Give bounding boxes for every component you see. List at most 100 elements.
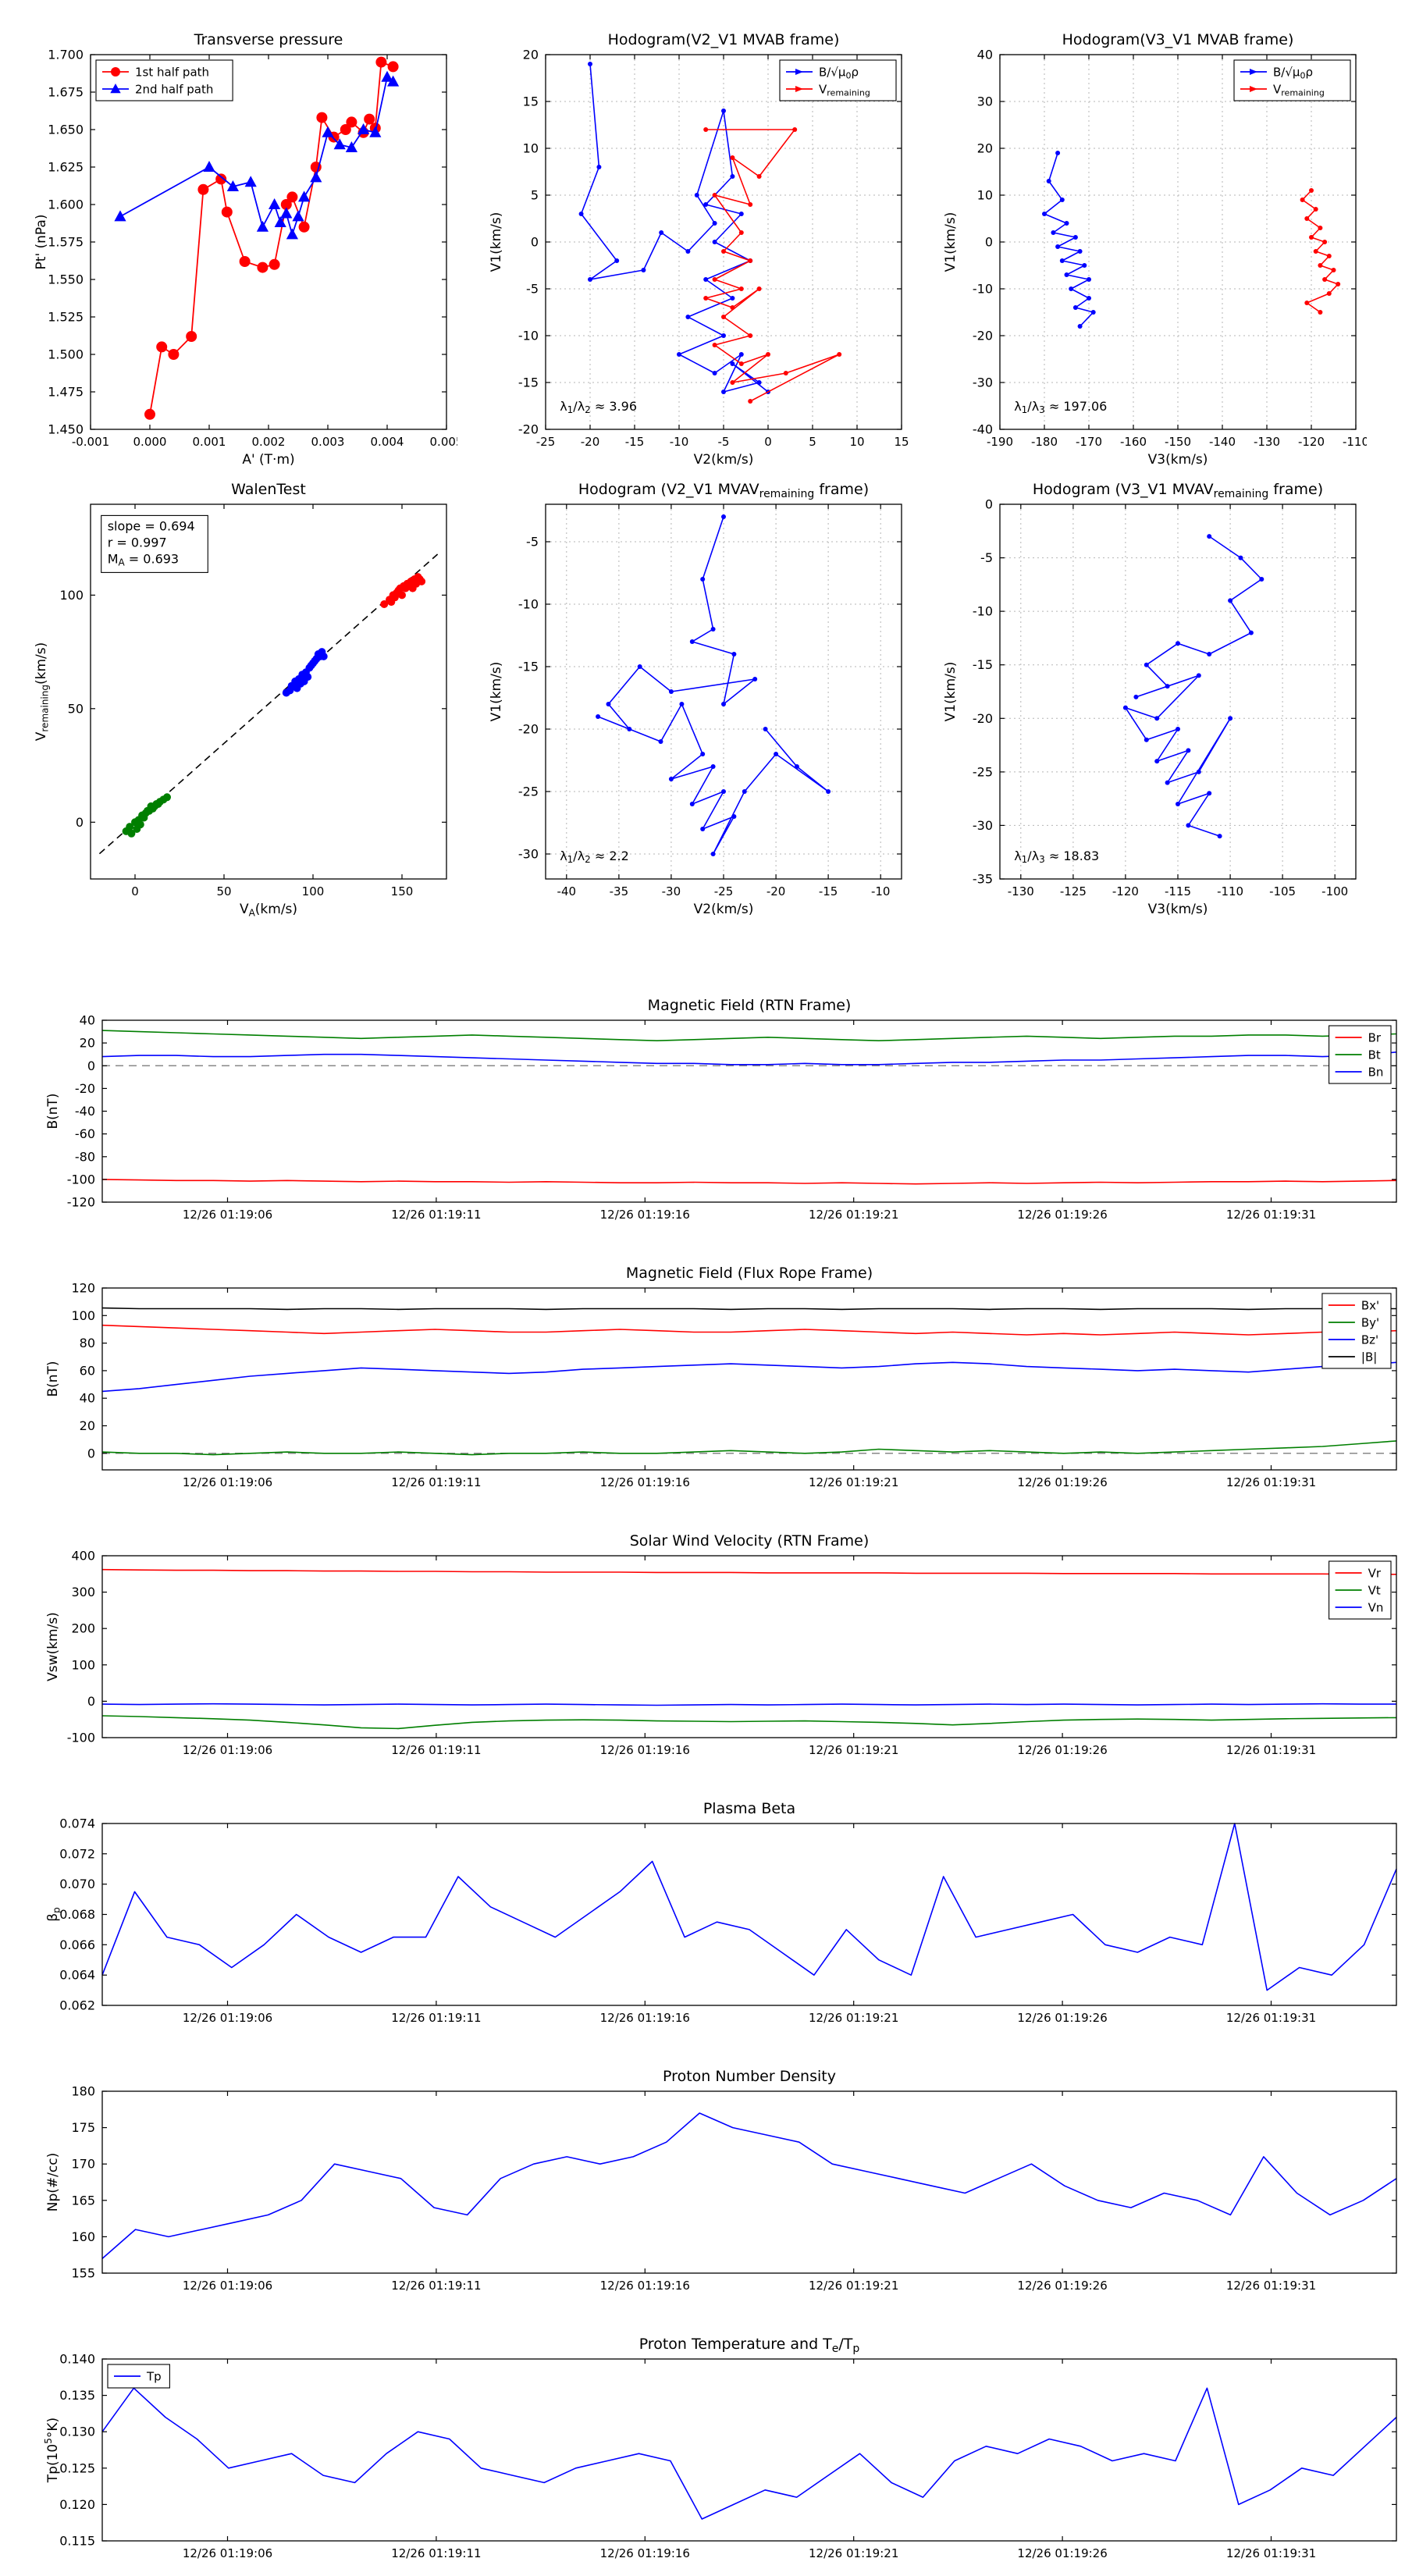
svg-text:12/26 01:19:26: 12/26 01:19:26: [1017, 1743, 1107, 1757]
svg-text:12/26 01:19:16: 12/26 01:19:16: [600, 1743, 690, 1757]
svg-text:0.003: 0.003: [311, 435, 345, 449]
svg-text:B/√μ0ρ: B/√μ0ρ: [819, 65, 859, 80]
svg-text:0.064: 0.064: [59, 1968, 95, 1983]
svg-text:1.475: 1.475: [48, 385, 84, 400]
svg-text:60: 60: [80, 1363, 95, 1378]
plot-hodogram-v3v1-mvab: -190 -180 -170 -160 -150 -140 -130 -120 -110 -40 -…: [934, 22, 1369, 470]
svg-text:40: 40: [80, 1013, 95, 1028]
svg-text:-10: -10: [518, 329, 539, 343]
svg-text:0.001: 0.001: [193, 435, 226, 449]
svg-text:12/26 01:19:16: 12/26 01:19:16: [600, 2546, 690, 2560]
svg-text:400: 400: [71, 1549, 95, 1564]
svg-text:-130: -130: [1254, 435, 1280, 449]
svg-text:12/26 01:19:16: 12/26 01:19:16: [600, 1208, 690, 1222]
svg-text:-115: -115: [1165, 884, 1191, 898]
svg-text:slope = 0.694: slope = 0.694: [108, 518, 195, 533]
svg-text:V1(km/s): V1(km/s): [943, 212, 959, 272]
svg-text:Bz': Bz': [1361, 1332, 1378, 1347]
svg-text:12/26 01:19:26: 12/26 01:19:26: [1017, 1208, 1107, 1222]
svg-text:V1(km/s): V1(km/s): [489, 212, 504, 272]
svg-text:-170: -170: [1076, 435, 1102, 449]
svg-text:-110: -110: [1217, 884, 1243, 898]
svg-text:-10: -10: [518, 597, 539, 612]
svg-text:-10: -10: [871, 884, 891, 898]
svg-text:-100: -100: [1321, 884, 1348, 898]
svg-text:Plasma Beta: Plasma Beta: [703, 1800, 795, 1817]
svg-text:-35: -35: [610, 884, 629, 898]
svg-text:-120: -120: [1298, 435, 1325, 449]
svg-text:Tp(105°K): Tp(105°K): [43, 2418, 61, 2483]
svg-text:-100: -100: [67, 1172, 95, 1187]
svg-text:0.140: 0.140: [59, 2352, 95, 2367]
svg-text:40: 40: [80, 1391, 95, 1406]
svg-text:1.650: 1.650: [48, 123, 84, 137]
panel-proton-density: 12/26 01:19:06 12/26 01:19:11 12/26 01:19:…: [36, 2058, 1405, 2304]
svg-text:Np(#/cc): Np(#/cc): [45, 2153, 61, 2211]
svg-text:Solar Wind Velocity (RTN Frame: Solar Wind Velocity (RTN Frame): [630, 1532, 870, 1550]
svg-text:Vn: Vn: [1368, 1600, 1384, 1614]
svg-text:-15: -15: [518, 375, 539, 390]
svg-text:-30: -30: [518, 847, 539, 862]
svg-text:-25: -25: [536, 435, 556, 449]
plot-hodogram-v2v1-mvab: -25 -20 -15 -10 -5 0 5 10 15 -20 -15 -10 -5 0 5 10 15 20 H…: [479, 22, 912, 470]
svg-text:-80: -80: [75, 1149, 95, 1164]
svg-text:-15: -15: [819, 884, 838, 898]
svg-text:-20: -20: [581, 435, 600, 449]
svg-text:-15: -15: [518, 660, 539, 674]
svg-text:-5: -5: [526, 282, 539, 297]
svg-text:12/26 01:19:31: 12/26 01:19:31: [1226, 1743, 1316, 1757]
svg-text:r = 0.997: r = 0.997: [108, 535, 167, 550]
svg-text:Hodogram(V3_V1 MVAB frame): Hodogram(V3_V1 MVAB frame): [1062, 31, 1294, 48]
svg-text:170: 170: [71, 2157, 95, 2172]
svg-text:-60: -60: [75, 1126, 95, 1141]
svg-text:-35: -35: [973, 872, 993, 887]
svg-text:12/26 01:19:06: 12/26 01:19:06: [183, 2011, 272, 2025]
svg-text:12/26 01:19:16: 12/26 01:19:16: [600, 2279, 690, 2293]
svg-text:120: 120: [71, 1281, 95, 1296]
svg-text:150: 150: [391, 884, 414, 898]
svg-text:12/26 01:19:26: 12/26 01:19:26: [1017, 2279, 1107, 2293]
svg-text:5: 5: [809, 435, 816, 449]
svg-text:-40: -40: [75, 1104, 95, 1119]
svg-text:Pt' (nPa): Pt' (nPa): [34, 215, 49, 270]
svg-text:-100: -100: [67, 1731, 95, 1745]
svg-text:50: 50: [216, 884, 231, 898]
svg-text:40: 40: [977, 48, 993, 62]
svg-text:-180: -180: [1031, 435, 1058, 449]
svg-text:-120: -120: [67, 1195, 95, 1210]
svg-text:0.074: 0.074: [59, 1816, 95, 1831]
svg-text:Vr: Vr: [1368, 1566, 1382, 1580]
svg-text:0: 0: [87, 1059, 95, 1073]
svg-text:12/26 01:19:11: 12/26 01:19:11: [391, 2011, 481, 2025]
svg-text:1.525: 1.525: [48, 310, 84, 325]
svg-text:Hodogram (V2_V1 MVAVremaining: Hodogram (V2_V1 MVAVremaining frame): [578, 481, 869, 500]
svg-text:Br: Br: [1368, 1030, 1382, 1044]
svg-text:-15: -15: [973, 657, 993, 672]
svg-text:0.068: 0.068: [59, 1907, 95, 1922]
svg-text:0.062: 0.062: [59, 1998, 95, 2013]
plot-walen-test: 0 50 100 150 0 50 100 WalenTest VA(km/s) Vremaini…: [24, 471, 457, 920]
svg-text:λ1/λ3 ≈ 18.83: λ1/λ3 ≈ 18.83: [1014, 849, 1099, 865]
svg-text:12/26 01:19:21: 12/26 01:19:21: [809, 2546, 898, 2560]
svg-text:-10: -10: [973, 604, 993, 619]
svg-text:12/26 01:19:06: 12/26 01:19:06: [183, 1208, 272, 1222]
svg-text:-160: -160: [1120, 435, 1147, 449]
svg-text:-110: -110: [1343, 435, 1367, 449]
svg-text:0.125: 0.125: [59, 2460, 95, 2475]
svg-text:300: 300: [71, 1585, 95, 1599]
svg-text:-5: -5: [526, 535, 539, 550]
svg-text:λ1/λ2 ≈ 2.2: λ1/λ2 ≈ 2.2: [560, 849, 629, 865]
svg-text:12/26 01:19:31: 12/26 01:19:31: [1226, 2279, 1316, 2293]
svg-text:15: 15: [523, 94, 539, 109]
svg-text:Vsw(km/s): Vsw(km/s): [45, 1612, 61, 1681]
svg-text:175: 175: [71, 2120, 95, 2135]
svg-text:0.120: 0.120: [59, 2497, 95, 2512]
svg-text:-5: -5: [718, 435, 730, 449]
svg-text:10: 10: [849, 435, 864, 449]
svg-text:0: 0: [764, 435, 772, 449]
svg-text:-130: -130: [1008, 884, 1034, 898]
svg-text:Bt: Bt: [1368, 1048, 1381, 1062]
svg-text:-10: -10: [670, 435, 689, 449]
svg-text:0.072: 0.072: [59, 1846, 95, 1861]
svg-text:|B|: |B|: [1361, 1350, 1377, 1364]
